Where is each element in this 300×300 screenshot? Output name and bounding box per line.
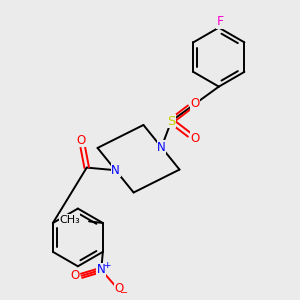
Text: S: S [167, 115, 176, 128]
Text: F: F [217, 15, 224, 28]
Text: O: O [70, 269, 80, 282]
Text: N: N [97, 263, 106, 276]
Text: CH₃: CH₃ [59, 215, 80, 225]
Text: N: N [111, 164, 120, 177]
Text: O: O [190, 98, 200, 110]
Text: N: N [157, 141, 166, 154]
Text: +: + [103, 261, 110, 270]
Text: O: O [114, 282, 124, 296]
Text: O: O [76, 134, 86, 147]
Text: O: O [190, 132, 200, 145]
Text: −: − [120, 288, 128, 298]
